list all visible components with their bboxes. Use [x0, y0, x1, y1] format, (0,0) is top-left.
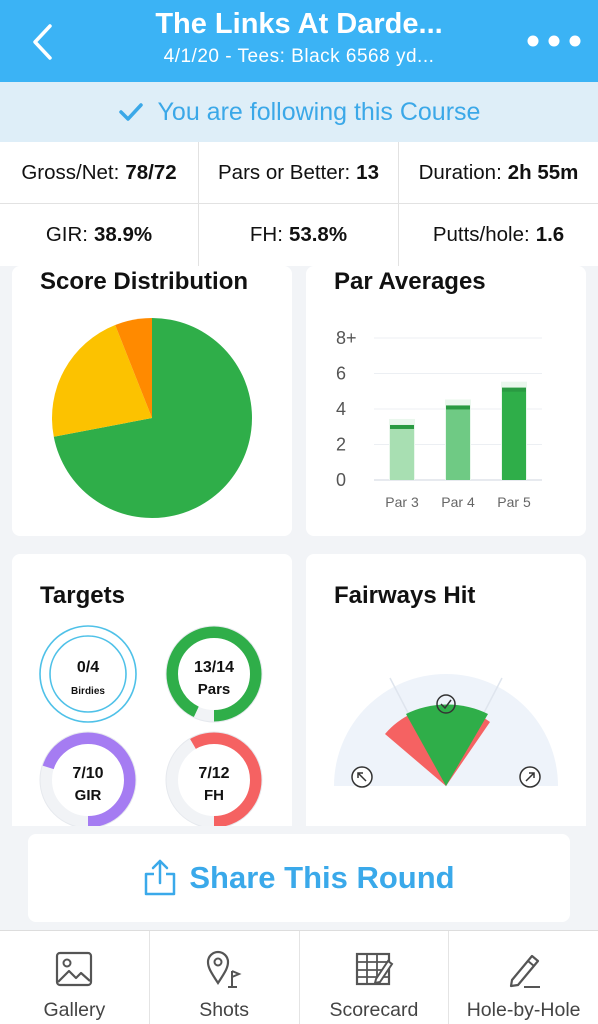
target-label: Birdies: [71, 686, 105, 697]
target-progress: [166, 732, 262, 826]
target-value: 13/14: [194, 659, 234, 676]
score-distribution-card[interactable]: Score Distribution: [12, 266, 292, 536]
stat-label: Gross/Net:: [21, 160, 120, 184]
stat-label: Pars or Better:: [218, 160, 351, 184]
tab-scorecard[interactable]: Scorecard: [300, 931, 450, 1024]
stat-duration: Duration: 2h 55m: [399, 142, 598, 203]
follow-text: You are following this Course: [157, 97, 481, 126]
stat-value: 1.6: [535, 223, 565, 246]
stat-value: 53.8%: [288, 223, 348, 246]
stat-value: 13: [356, 160, 379, 184]
card-title: Score Distribution: [40, 268, 249, 295]
x-tick-label: Par 5: [497, 494, 531, 510]
par-averages-card[interactable]: Par Averages 0 2 4 6 8+ Par 3 Par 4 Par 5: [306, 266, 586, 536]
bar-par-4: [446, 405, 470, 480]
tab-label: Hole-by-Hole: [466, 999, 581, 1021]
par-averages-chart: 0 2 4 6 8+ Par 3 Par 4 Par 5: [336, 328, 542, 510]
bar-par-3: [390, 424, 414, 480]
targets-rings: 0/4 Birdies 13/14 Pars 7/10 GIR 7/12 FH: [39, 625, 263, 826]
target-ring-gir[interactable]: 7/10 GIR: [39, 731, 137, 826]
pie-slice-2: [115, 318, 152, 418]
tab-label: Gallery: [43, 999, 106, 1021]
card-title: Fairways Hit: [334, 582, 476, 609]
stat-value: 38.9%: [94, 223, 153, 246]
gallery-icon: [56, 951, 93, 987]
y-tick-label: 0: [336, 470, 346, 490]
y-tick-label: 4: [336, 399, 346, 419]
more-button[interactable]: [524, 30, 584, 52]
arrow-up-left-icon: [351, 766, 373, 788]
arrow-up-right-icon: [519, 766, 541, 788]
y-tick-label: 2: [336, 435, 346, 455]
check-circle-icon: [436, 694, 456, 714]
target-ring-birdies[interactable]: 0/4 Birdies: [39, 625, 137, 723]
fairways-hit-gauge: [334, 674, 558, 788]
tab-label: Shots: [199, 999, 250, 1021]
stat-label: FH:: [249, 223, 283, 246]
tab-hole-by-hole[interactable]: Hole-by-Hole: [449, 931, 598, 1024]
gauge-hit: [406, 704, 488, 786]
pencil-icon: [509, 954, 540, 988]
tab-label: Scorecard: [329, 999, 419, 1021]
stat-putts: Putts/hole: 1.6: [399, 204, 598, 266]
tab-bar: Gallery Shots Scorecard Hole-by-Hol: [0, 930, 598, 1024]
stat-label: GIR:: [45, 223, 88, 246]
targets-card[interactable]: Targets 0/4 Birdies 13/14 Pars 7/10 GIR 7/12 FH: [12, 554, 292, 826]
stat-pars-or-better: Pars or Better: 13: [199, 142, 399, 203]
share-icon: [145, 859, 176, 896]
course-title: The Links At Darde...: [155, 8, 443, 40]
stat-label: Putts/hole:: [432, 223, 530, 246]
x-tick-label: Par 4: [441, 494, 475, 510]
target-value: 7/12: [198, 765, 229, 782]
bar-cap: [446, 405, 470, 410]
checkmark-icon: [118, 103, 143, 121]
tab-gallery[interactable]: Gallery: [0, 931, 150, 1024]
pie-slice-1: [51, 325, 152, 437]
bar-cap: [502, 387, 526, 392]
score-distribution-pie: [51, 318, 253, 518]
pie-slice-0: [53, 318, 253, 518]
stat-gross-net: Gross/Net: 78/72: [0, 142, 199, 203]
header: The Links At Darde... 4/1/20 - Tees: Bla…: [0, 0, 598, 82]
share-label: Share This Round: [189, 860, 455, 895]
x-tick-label: Par 3: [385, 494, 419, 510]
stat-gir: GIR: 38.9%: [0, 204, 199, 266]
chevron-left-icon: [33, 24, 52, 60]
bar-cap: [390, 424, 414, 429]
target-progress: [166, 626, 262, 722]
stat-value: 78/72: [125, 160, 177, 184]
fairways-hit-card[interactable]: Fairways Hit: [306, 554, 586, 826]
target-value: 7/10: [72, 765, 103, 782]
target-ring-fh[interactable]: 7/12 FH: [165, 731, 263, 826]
card-title: Targets: [40, 582, 125, 609]
scorecard-icon: [355, 952, 394, 986]
stat-fh: FH: 53.8%: [199, 204, 399, 266]
target-value: 0/4: [77, 659, 99, 676]
card-title: Par Averages: [334, 268, 486, 295]
y-tick-label: 8+: [336, 328, 357, 348]
stat-value: 2h 55m: [507, 160, 579, 184]
target-ring-pars[interactable]: 13/14 Pars: [165, 625, 263, 723]
tab-shots[interactable]: Shots: [150, 931, 300, 1024]
back-button[interactable]: [26, 20, 62, 64]
target-label: GIR: [75, 787, 102, 804]
follow-banner[interactable]: You are following this Course: [0, 82, 598, 142]
more-dots-icon: [527, 35, 581, 47]
target-label: FH: [204, 787, 224, 804]
target-label: Pars: [198, 681, 231, 698]
stats-panel: Gross/Net: 78/72 Pars or Better: 13 Durati…: [0, 142, 598, 266]
share-round-button[interactable]: Share This Round: [28, 834, 570, 922]
stat-label: Duration:: [418, 160, 502, 184]
shots-pin-icon: [207, 950, 242, 988]
bar-par-5: [502, 387, 526, 480]
y-tick-label: 6: [336, 364, 346, 384]
target-progress: [40, 732, 136, 826]
round-subtitle: 4/1/20 - Tees: Black 6568 yd...: [163, 46, 435, 67]
